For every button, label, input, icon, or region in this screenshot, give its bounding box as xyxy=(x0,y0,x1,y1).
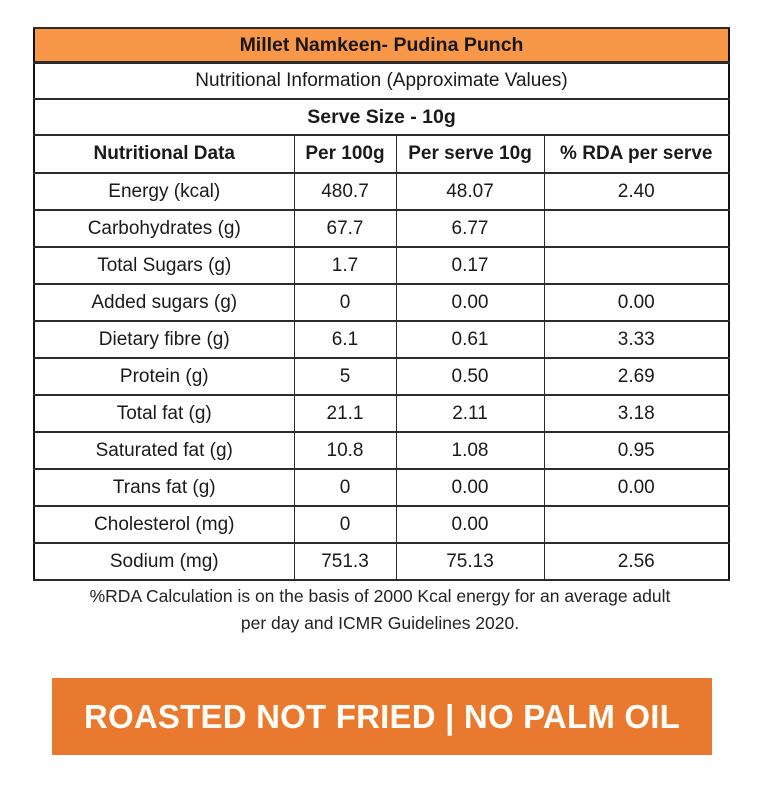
row-label: Energy (kcal) xyxy=(33,172,295,211)
row-label: Added sugars (g) xyxy=(33,283,295,322)
row-rda xyxy=(543,209,730,248)
row-label: Total fat (g) xyxy=(33,394,295,433)
row-per-serve: 1.08 xyxy=(395,431,545,470)
table-row: Added sugars (g) 0 0.00 0.00 xyxy=(33,283,730,322)
row-per-100g: 21.1 xyxy=(293,394,397,433)
row-label: Cholesterol (mg) xyxy=(33,505,295,544)
row-per-serve: 0.50 xyxy=(395,357,545,396)
row-rda: 3.18 xyxy=(543,394,730,433)
row-rda: 0.00 xyxy=(543,468,730,507)
row-per-serve: 6.77 xyxy=(395,209,545,248)
table-row: Total Sugars (g) 1.7 0.17 xyxy=(33,246,730,285)
promo-banner-text: ROASTED NOT FRIED | NO PALM OIL xyxy=(84,697,680,735)
row-per-100g: 0 xyxy=(293,283,397,322)
row-label: Total Sugars (g) xyxy=(33,246,295,285)
table-row: Trans fat (g) 0 0.00 0.00 xyxy=(33,468,730,507)
row-rda: 2.69 xyxy=(543,357,730,396)
table-row: Cholesterol (mg) 0 0.00 xyxy=(33,505,730,544)
rda-footnote: %RDA Calculation is on the basis of 2000… xyxy=(50,583,710,637)
column-header-rda-per-serve: % RDA per serve xyxy=(543,134,730,174)
row-rda xyxy=(543,246,730,285)
table-subtitle-row: Nutritional Information (Approximate Val… xyxy=(33,61,730,100)
nutrition-information-panel: Millet Namkeen- Pudina Punch Nutritional… xyxy=(33,27,731,581)
serve-size-row: Serve Size - 10g xyxy=(33,98,730,136)
column-header-per-100g: Per 100g xyxy=(293,134,397,174)
row-per-serve: 0.00 xyxy=(395,505,545,544)
nutrition-table: Millet Namkeen- Pudina Punch Nutritional… xyxy=(33,27,731,581)
table-row: Saturated fat (g) 10.8 1.08 0.95 xyxy=(33,431,730,470)
row-per-100g: 67.7 xyxy=(293,209,397,248)
rda-footnote-line-1: %RDA Calculation is on the basis of 2000… xyxy=(89,586,671,606)
row-per-100g: 0 xyxy=(293,505,397,544)
row-label: Trans fat (g) xyxy=(33,468,295,507)
row-rda xyxy=(543,505,730,544)
nutrition-table-body: Millet Namkeen- Pudina Punch Nutritional… xyxy=(33,27,730,581)
table-row: Dietary fibre (g) 6.1 0.61 3.33 xyxy=(33,320,730,359)
table-row: Energy (kcal) 480.7 48.07 2.40 xyxy=(33,172,730,211)
row-label: Dietary fibre (g) xyxy=(33,320,295,359)
row-per-100g: 6.1 xyxy=(293,320,397,359)
row-per-100g: 10.8 xyxy=(293,431,397,470)
row-rda: 0.95 xyxy=(543,431,730,470)
table-row: Protein (g) 5 0.50 2.69 xyxy=(33,357,730,396)
table-column-header-row: Nutritional Data Per 100g Per serve 10g … xyxy=(33,134,730,174)
row-label: Sodium (mg) xyxy=(33,542,295,581)
column-header-per-serve: Per serve 10g xyxy=(395,134,545,174)
row-per-serve: 48.07 xyxy=(395,172,545,211)
serve-size-label: Serve Size - 10g xyxy=(33,98,730,136)
table-row: Total fat (g) 21.1 2.11 3.18 xyxy=(33,394,730,433)
table-title-row: Millet Namkeen- Pudina Punch xyxy=(33,27,730,64)
row-per-100g: 5 xyxy=(293,357,397,396)
rda-footnote-line-2: per day and ICMR Guidelines 2020. xyxy=(240,613,520,634)
row-per-100g: 1.7 xyxy=(293,246,397,285)
product-title: Millet Namkeen- Pudina Punch xyxy=(33,27,730,64)
nutritional-information-subtitle: Nutritional Information (Approximate Val… xyxy=(33,61,730,100)
row-per-serve: 75.13 xyxy=(395,542,545,581)
row-per-serve: 0.17 xyxy=(395,246,545,285)
row-label: Protein (g) xyxy=(33,357,295,396)
row-label: Saturated fat (g) xyxy=(33,431,295,470)
row-rda: 3.33 xyxy=(543,320,730,359)
row-rda: 0.00 xyxy=(543,283,730,322)
row-label: Carbohydrates (g) xyxy=(33,209,295,248)
row-per-serve: 0.00 xyxy=(395,283,545,322)
table-row: Sodium (mg) 751.3 75.13 2.56 xyxy=(33,542,730,581)
row-rda: 2.56 xyxy=(543,542,730,581)
row-per-100g: 480.7 xyxy=(293,172,397,211)
row-per-100g: 0 xyxy=(293,468,397,507)
row-rda: 2.40 xyxy=(543,172,730,211)
column-header-nutritional-data: Nutritional Data xyxy=(33,134,295,174)
promo-banner: ROASTED NOT FRIED | NO PALM OIL xyxy=(52,678,712,755)
row-per-serve: 0.61 xyxy=(395,320,545,359)
row-per-serve: 2.11 xyxy=(395,394,545,433)
row-per-100g: 751.3 xyxy=(293,542,397,581)
table-row: Carbohydrates (g) 67.7 6.77 xyxy=(33,209,730,248)
row-per-serve: 0.00 xyxy=(395,468,545,507)
